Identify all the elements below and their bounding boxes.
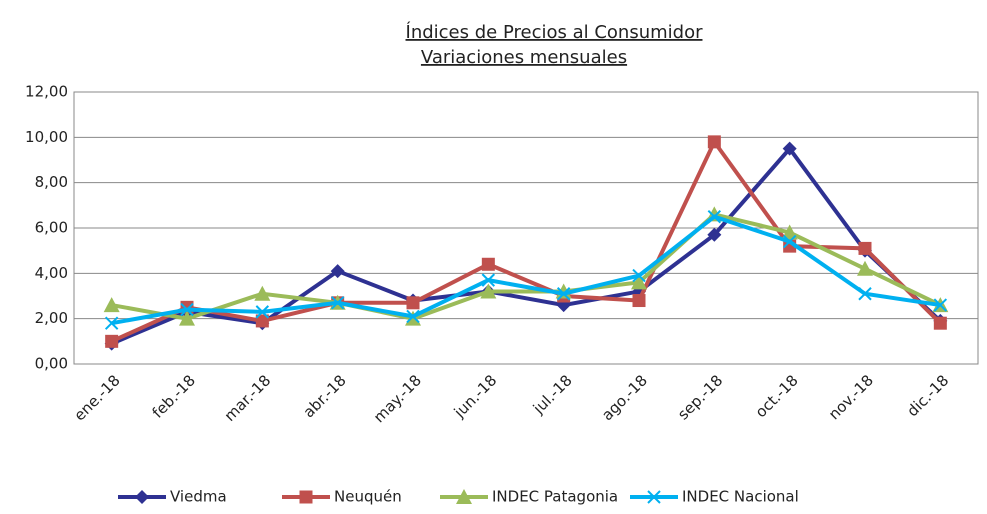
marker — [481, 257, 495, 271]
legend-marker — [299, 490, 313, 504]
marker — [707, 135, 721, 149]
legend-label: Neuquén — [334, 488, 402, 506]
x-tick-label: oct.-18 — [752, 371, 802, 421]
legend-label: INDEC Nacional — [682, 488, 799, 506]
x-tick-label: jul.-18 — [529, 371, 576, 418]
y-tick-label: 6,00 — [35, 219, 68, 237]
marker — [104, 316, 119, 330]
series-line — [111, 212, 942, 321]
legend-marker — [456, 489, 472, 504]
marker — [480, 283, 497, 299]
marker — [933, 298, 948, 312]
y-tick-label: 12,00 — [25, 83, 68, 101]
marker — [330, 296, 345, 310]
marker — [556, 287, 571, 301]
marker — [781, 224, 798, 240]
marker — [103, 297, 120, 313]
marker — [858, 287, 872, 301]
x-tick-label: nov.-18 — [825, 371, 877, 423]
legend-label: Viedma — [170, 488, 227, 506]
marker — [179, 310, 195, 326]
y-tick-label: 4,00 — [35, 264, 68, 282]
y-tick-label: 0,00 — [35, 355, 68, 373]
marker — [406, 296, 420, 310]
marker — [631, 274, 647, 290]
marker — [255, 305, 270, 319]
legend-marker — [135, 490, 149, 504]
marker — [406, 309, 420, 324]
y-tick-label: 10,00 — [25, 128, 68, 146]
marker — [105, 334, 119, 348]
marker — [857, 260, 873, 276]
series-line — [110, 145, 942, 346]
x-tick-label: jun.-18 — [450, 371, 501, 422]
marker — [782, 234, 797, 249]
legend-marker — [647, 490, 661, 504]
chart-title: Índices de Precios al Consumidor — [406, 21, 704, 43]
y-tick-label: 2,00 — [35, 309, 68, 327]
x-tick-label: abr.-18 — [300, 371, 350, 421]
x-tick-label: may.-18 — [370, 371, 425, 426]
marker — [330, 264, 345, 279]
legend-label: INDEC Patagonia — [492, 488, 618, 506]
x-tick-label: ago.-18 — [598, 371, 651, 424]
marker — [707, 227, 722, 242]
marker — [933, 316, 947, 330]
marker — [180, 302, 194, 317]
marker — [632, 268, 646, 283]
series-line — [111, 214, 941, 326]
x-tick-label: sep.-18 — [674, 371, 726, 423]
marker — [632, 294, 646, 308]
marker — [255, 314, 269, 328]
x-tick-label: dic.-18 — [903, 371, 952, 420]
marker — [707, 209, 722, 224]
marker — [481, 273, 496, 287]
marker — [254, 285, 271, 301]
x-tick-label: mar.-18 — [221, 371, 275, 425]
chart-subtitle: Variaciones mensuales — [421, 47, 627, 68]
marker — [782, 141, 797, 156]
x-tick-label: feb.-18 — [149, 371, 199, 421]
series-line — [110, 137, 942, 344]
y-tick-label: 8,00 — [35, 173, 68, 191]
marker — [858, 241, 872, 255]
x-tick-label: ene.-18 — [70, 371, 123, 424]
